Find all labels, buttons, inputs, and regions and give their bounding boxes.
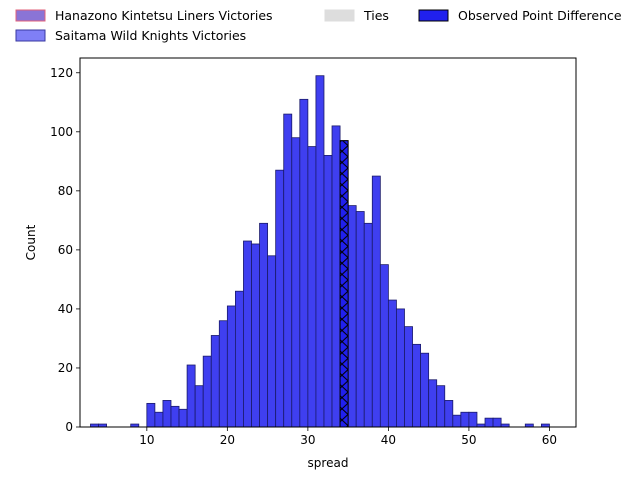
histogram-bar — [186, 364, 196, 428]
histogram-bar — [492, 417, 502, 428]
y-tick-label: 20 — [58, 361, 73, 375]
legend-item: Ties — [324, 8, 389, 23]
legend-swatch — [15, 9, 46, 22]
histogram-bar — [452, 414, 462, 428]
histogram-bar — [178, 408, 188, 428]
x-axis-ticks: 10 20 30 40 50 60 — [139, 427, 557, 447]
histogram-bars — [90, 75, 550, 428]
x-tick-label: 30 — [300, 433, 315, 447]
x-tick-label: 20 — [220, 433, 235, 447]
histogram-bar — [355, 211, 365, 428]
legend: Hanazono Kintetsu Liners Victories Saitam… — [15, 8, 622, 43]
legend-label: Ties — [363, 8, 389, 23]
histogram-bar — [404, 326, 413, 428]
histogram-bar — [387, 299, 397, 428]
histogram-bar — [146, 402, 156, 428]
legend-item: Hanazono Kintetsu Liners Victories — [15, 8, 273, 23]
legend-label: Observed Point Difference — [458, 8, 622, 23]
y-tick-label: 40 — [58, 302, 73, 316]
histogram-bar — [226, 305, 236, 428]
x-axis-label: spread — [308, 456, 349, 470]
legend-item: Observed Point Difference — [418, 8, 622, 23]
histogram-bar — [283, 113, 293, 428]
legend-swatch — [15, 29, 46, 42]
histogram-bar — [235, 290, 244, 428]
y-tick-label: 100 — [50, 125, 73, 139]
histogram-bar — [267, 255, 277, 428]
histogram-bar — [396, 308, 405, 428]
histogram-bar — [275, 169, 285, 428]
legend-swatch — [418, 9, 449, 22]
histogram-bar — [428, 379, 438, 428]
histogram-bar — [194, 385, 204, 428]
y-tick-label: 80 — [58, 184, 73, 198]
histogram-bar — [202, 355, 212, 428]
histogram-bar — [363, 222, 373, 428]
histogram-bar — [251, 243, 260, 428]
histogram-bar — [420, 352, 430, 428]
histogram-bar — [412, 343, 421, 428]
histogram-bar — [154, 411, 164, 428]
histogram-bar — [331, 125, 341, 428]
histogram-bar — [323, 155, 333, 428]
histogram-bar — [259, 222, 269, 428]
histogram-bar — [291, 137, 301, 428]
legend-label: Hanazono Kintetsu Liners Victories — [55, 8, 273, 23]
histogram-bar — [379, 264, 389, 428]
legend-item: Saitama Wild Knights Victories — [15, 28, 246, 43]
histogram-bar — [460, 411, 470, 428]
x-tick-label: 40 — [381, 433, 396, 447]
histogram-bar — [347, 205, 357, 428]
histogram-bar — [315, 75, 325, 428]
x-tick-label: 50 — [461, 433, 476, 447]
x-tick-label: 60 — [542, 433, 557, 447]
histogram-bar — [468, 411, 478, 428]
histogram-bar — [243, 240, 252, 428]
y-tick-label: 120 — [50, 66, 73, 80]
histogram-bar — [170, 405, 180, 428]
observed-point-difference-bar — [339, 140, 349, 428]
histogram-bar — [371, 175, 381, 428]
histogram-bar — [162, 400, 172, 428]
histogram-bar — [299, 98, 309, 428]
histogram-bar — [218, 320, 228, 428]
x-tick-label: 10 — [139, 433, 154, 447]
histogram-bar — [436, 385, 446, 428]
y-tick-label: 0 — [65, 420, 73, 434]
y-tick-label: 60 — [58, 243, 73, 257]
legend-swatch — [324, 9, 355, 22]
y-axis-ticks: 0 20 40 60 80 100 120 — [50, 66, 80, 434]
histogram-bar — [307, 146, 317, 428]
histogram-bar — [484, 417, 494, 428]
histogram-bar — [444, 400, 454, 428]
legend-label: Saitama Wild Knights Victories — [55, 28, 246, 43]
y-axis-label: Count — [24, 224, 38, 260]
axes-frame — [79, 57, 577, 428]
observed-bar-hatch — [340, 140, 349, 427]
histogram-bar — [210, 335, 220, 428]
